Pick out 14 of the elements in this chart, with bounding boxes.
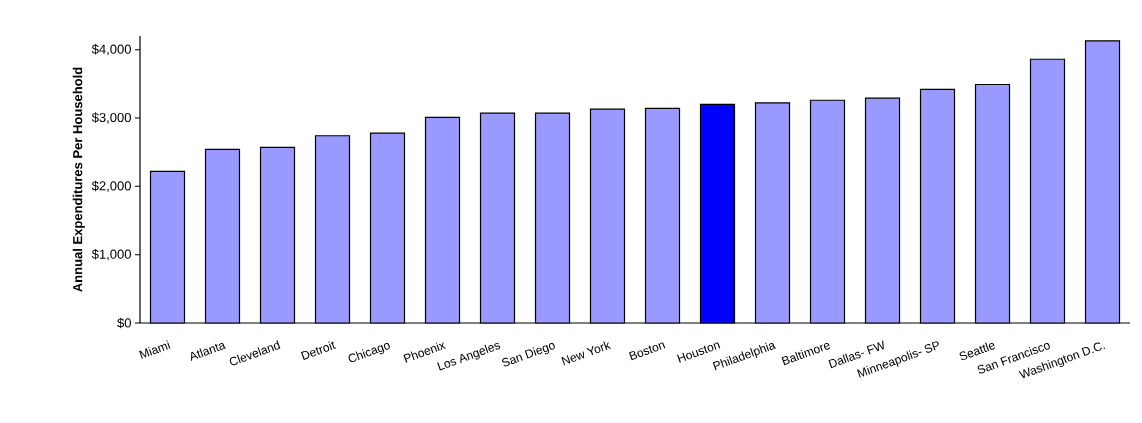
x-tick-label: Miami xyxy=(139,340,171,359)
y-tick-label: $2,000 xyxy=(91,180,131,192)
y-tick-label: $3,000 xyxy=(91,112,131,124)
x-tick-label: Chicago xyxy=(348,343,390,363)
y-axis-title: Annual Expenditures Per Household xyxy=(72,67,85,292)
x-tick-label: Detroit xyxy=(300,341,337,360)
x-tick-label: San Diego xyxy=(502,343,555,367)
x-tick-label: New York xyxy=(561,341,612,366)
x-tick-label: Atlanta xyxy=(191,343,227,361)
x-tick-label: Boston xyxy=(628,342,666,361)
y-tick-label: $4,000 xyxy=(91,44,131,56)
x-tick-label: Seattle xyxy=(959,342,995,361)
y-tick-label: $0 xyxy=(117,317,131,329)
y-tick-label: $1,000 xyxy=(91,249,131,261)
